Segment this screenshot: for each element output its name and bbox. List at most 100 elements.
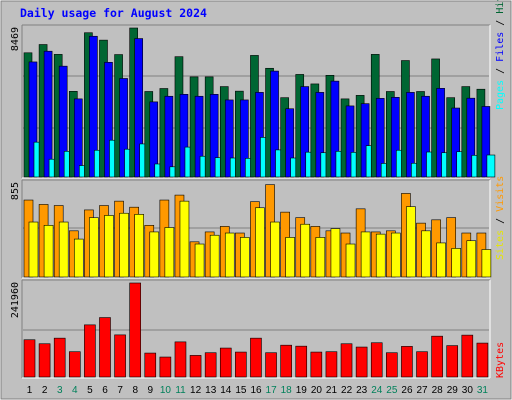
bar-kbytes-day-16	[250, 337, 262, 378]
series-legend: Sites / Visits	[495, 176, 506, 260]
panel-visits-sites: 855 Sites / Visits	[10, 176, 506, 279]
bar-sites-day-22	[345, 243, 356, 278]
x-tick-label-day-28: 28	[432, 385, 444, 396]
bar-kbytes-day-31	[476, 342, 489, 378]
bar-files-day-2	[43, 50, 53, 178]
x-tick-label-day-6: 6	[102, 385, 108, 396]
x-tick-label-day-2: 2	[42, 385, 48, 396]
bar-sites-day-27	[421, 230, 431, 278]
bar-kbytes-day-8	[129, 282, 141, 378]
bar-kbytes-day-4	[68, 351, 81, 378]
x-tick-label-day-11: 11	[175, 385, 186, 396]
bar-sites-day-17	[270, 221, 280, 278]
bar-kbytes-day-19	[295, 345, 308, 378]
bar-files-day-30	[466, 97, 476, 178]
x-tick-label-day-8: 8	[132, 385, 138, 396]
bar-files-day-26	[406, 92, 415, 178]
bar-kbytes-day-21	[325, 351, 338, 378]
bar-kbytes-day-6	[99, 317, 111, 378]
bar-sites-day-20	[315, 237, 326, 278]
bar-files-day-8	[134, 38, 143, 178]
bar-files-day-31	[481, 106, 491, 178]
bar-files-day-14	[224, 99, 234, 178]
bar-sites-day-28	[436, 242, 446, 278]
bar-kbytes-day-13	[204, 352, 217, 378]
bar-files-day-22	[345, 105, 355, 178]
x-tick-label-day-25: 25	[386, 385, 398, 396]
bar-kbytes-day-29	[446, 345, 459, 378]
panel-kbytes: 241960 KBytes	[10, 279, 506, 379]
bar-sites-day-24	[375, 233, 386, 278]
x-tick-label-day-17: 17	[266, 385, 278, 396]
bar-files-day-17	[270, 70, 279, 178]
bar-sites-day-6	[104, 215, 114, 278]
x-tick-label-day-9: 9	[148, 385, 154, 396]
legend-pages: Pages	[495, 80, 506, 110]
bar-kbytes-day-3	[53, 337, 66, 378]
bar-sites-day-29	[451, 248, 462, 278]
bar-kbytes-day-23	[355, 346, 368, 378]
bar-files-day-5	[89, 35, 98, 178]
bar-sites-day-9	[149, 231, 160, 278]
x-tick-label-day-30: 30	[462, 385, 474, 396]
bar-sites-day-5	[89, 217, 99, 278]
bar-files-day-27	[421, 95, 430, 178]
x-tick-label-day-16: 16	[250, 385, 262, 396]
bar-sites-day-26	[406, 206, 416, 278]
bar-files-day-4	[73, 98, 83, 178]
bar-kbytes-day-14	[219, 347, 232, 378]
bar-kbytes-day-18	[280, 344, 292, 378]
x-tick-label-day-14: 14	[220, 385, 232, 396]
bar-files-day-6	[104, 61, 113, 178]
bar-files-day-29	[451, 107, 461, 178]
bar-kbytes-day-10	[159, 356, 172, 378]
bar-files-day-3	[58, 65, 68, 178]
bar-sites-day-3	[58, 221, 69, 278]
bar-sites-day-21	[330, 228, 341, 278]
bar-sites-day-31	[481, 249, 492, 278]
bar-sites-day-14	[224, 232, 235, 278]
bar-files-day-12	[194, 95, 204, 178]
x-tick-label-day-15: 15	[235, 385, 247, 396]
bar-kbytes-day-20	[310, 351, 323, 378]
y-tick-label: 855	[10, 182, 21, 200]
x-tick-label-day-20: 20	[311, 385, 323, 396]
x-tick-label-day-7: 7	[117, 385, 123, 396]
bar-sites-day-25	[391, 232, 401, 278]
bar-pages-day-31	[486, 154, 496, 178]
bar-kbytes-day-28	[431, 335, 443, 378]
bar-files-day-19	[300, 86, 310, 178]
bar-sites-day-7	[119, 212, 129, 278]
bar-files-day-28	[436, 88, 445, 178]
legend-files: Files	[495, 32, 506, 62]
bar-files-day-11	[179, 94, 189, 178]
bar-sites-day-19	[300, 223, 311, 278]
x-tick-label-day-27: 27	[417, 385, 429, 396]
legend-hits: Hits	[495, 0, 506, 14]
legend-kbytes: KBytes	[495, 342, 506, 378]
bar-kbytes-day-27	[416, 351, 428, 378]
bar-kbytes-day-11	[174, 341, 187, 378]
bar-sites-day-13	[209, 234, 220, 278]
bar-files-day-7	[119, 78, 128, 178]
x-tick-label-day-31: 31	[477, 385, 489, 396]
x-tick-label-day-3: 3	[57, 385, 63, 396]
legend-sites: Sites	[495, 230, 506, 260]
panel-hits-files-pages: 8469 Pages / Files / Hits	[10, 0, 506, 179]
chart-title: Daily usage for August 2024	[20, 6, 207, 20]
bar-kbytes-day-24	[370, 342, 383, 378]
bar-kbytes-day-22	[340, 343, 353, 378]
bar-sites-day-10	[164, 227, 175, 278]
bar-files-day-10	[164, 95, 174, 178]
bar-files-day-16	[255, 92, 264, 178]
x-tick-label-day-22: 22	[341, 385, 353, 396]
bar-sites-day-30	[466, 240, 477, 278]
bar-files-day-18	[285, 108, 294, 178]
bar-visits-day-29	[446, 217, 457, 278]
x-tick-label-day-19: 19	[296, 385, 308, 396]
bar-kbytes-day-1	[23, 339, 36, 378]
bar-sites-day-12	[194, 243, 205, 278]
